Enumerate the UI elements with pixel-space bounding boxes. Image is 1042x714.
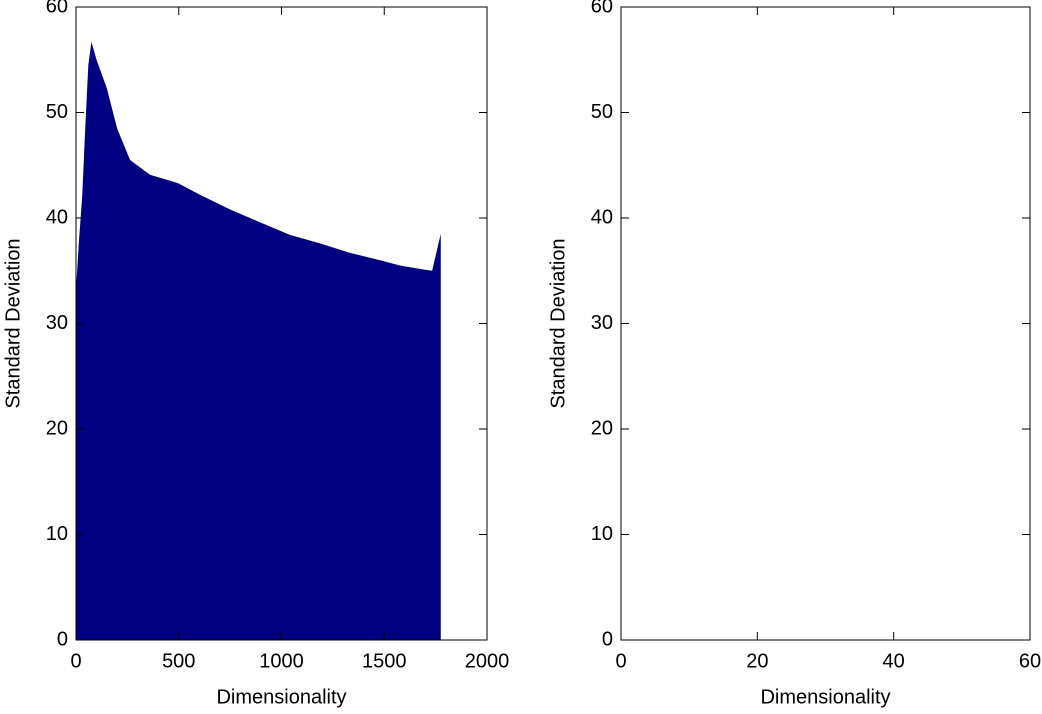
x-tick-label: 40 xyxy=(883,650,905,672)
y-tick-label: 60 xyxy=(46,0,68,17)
y-tick-label: 0 xyxy=(602,628,613,650)
y-tick-label: 50 xyxy=(46,101,68,123)
x-tick-label: 60 xyxy=(1019,650,1041,672)
x-tick-label: 2000 xyxy=(465,650,510,672)
y-tick-label: 30 xyxy=(591,312,613,334)
x-axis-label: Dimensionality xyxy=(760,686,890,708)
x-tick-label: 0 xyxy=(615,650,626,672)
y-tick-label: 50 xyxy=(591,101,613,123)
y-tick-label: 10 xyxy=(46,523,68,545)
y-tick-label: 40 xyxy=(46,206,68,228)
y-tick-label: 60 xyxy=(591,0,613,17)
y-axis-label: Standard Deviation xyxy=(2,238,24,408)
x-axis-label: Dimensionality xyxy=(216,686,346,708)
axes-frame xyxy=(620,6,1031,641)
y-tick-label: 0 xyxy=(57,628,68,650)
subplot: 0 20 40 60 0 10 20 30 40 50 60 Dimensionality Standa… xyxy=(547,0,1041,708)
x-tick-label: 1000 xyxy=(259,650,304,672)
y-tick-label: 20 xyxy=(591,417,613,439)
x-tick-label: 20 xyxy=(746,650,768,672)
x-tick-label: 1500 xyxy=(362,650,407,672)
y-tick-label: 30 xyxy=(46,312,68,334)
y-tick-label: 10 xyxy=(591,523,613,545)
y-tick-label: 40 xyxy=(591,206,613,228)
y-axis-label: Standard Deviation xyxy=(547,238,569,408)
y-tick-label: 20 xyxy=(46,417,68,439)
x-tick-label: 0 xyxy=(70,650,81,672)
area xyxy=(76,41,441,640)
x-tick-label: 500 xyxy=(162,650,195,672)
subplot: 0 500 1000 1500 2000 0 10 20 30 40 50 60 Dimensional… xyxy=(2,0,509,708)
